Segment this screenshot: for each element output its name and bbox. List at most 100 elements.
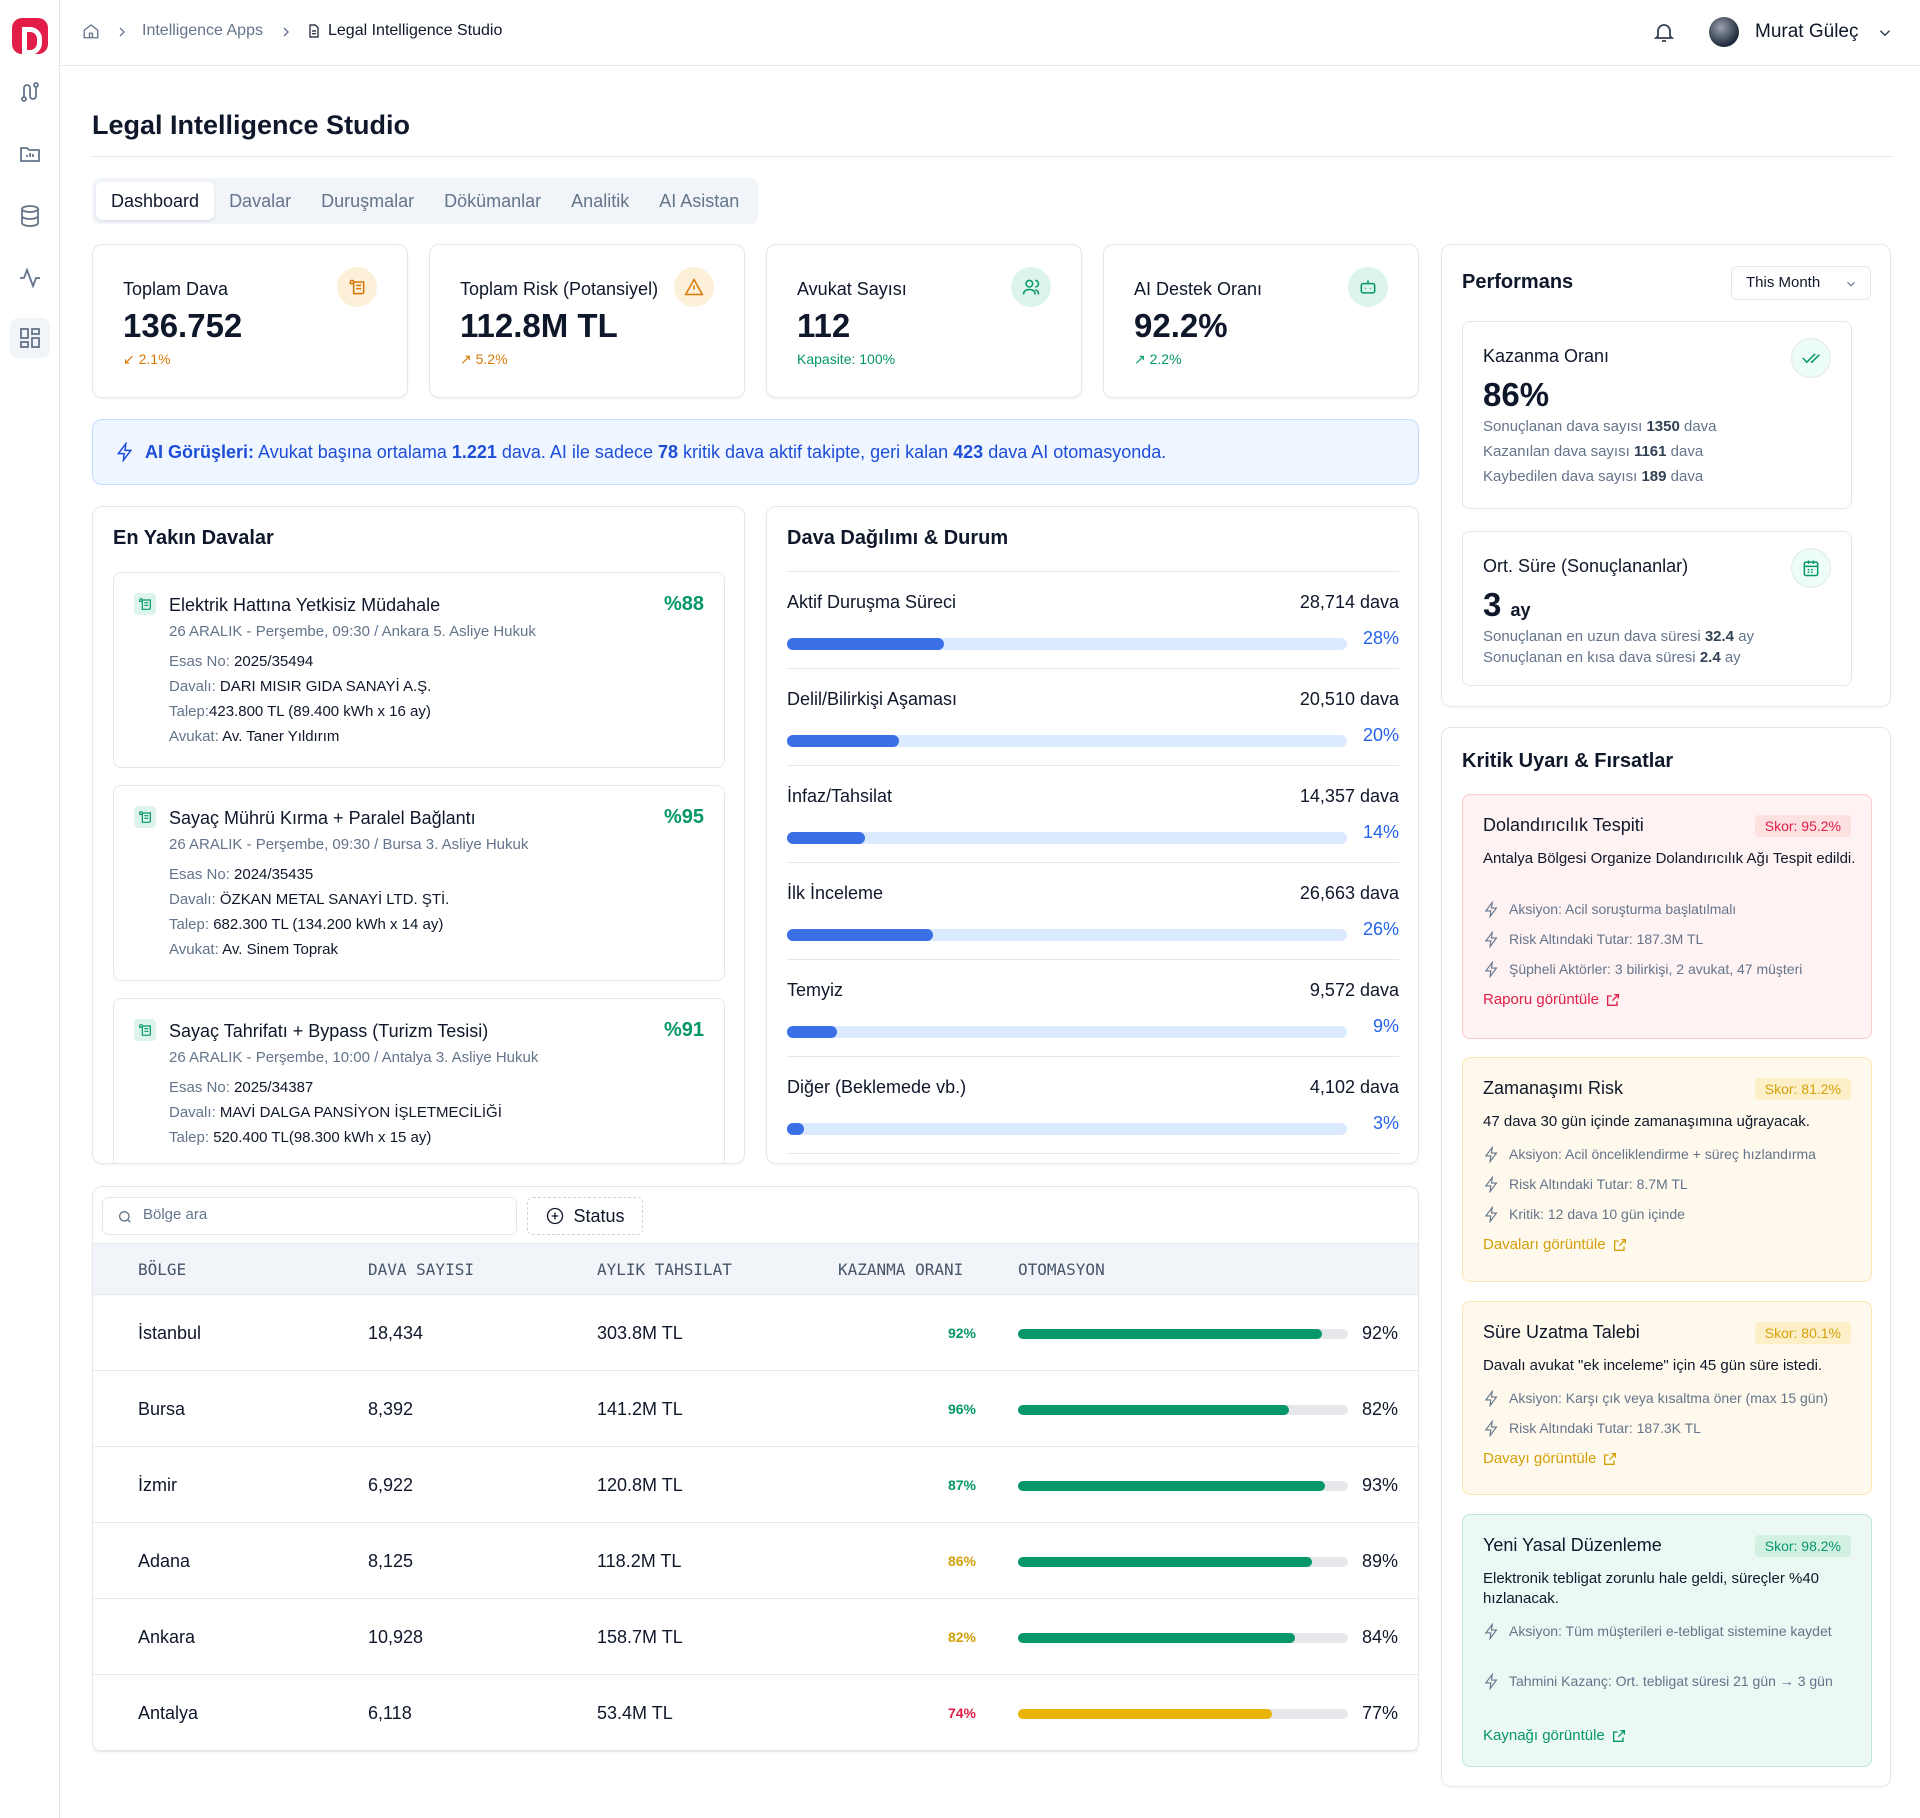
status-percent: 28%	[1362, 628, 1399, 648]
detail-text: dava	[1666, 468, 1704, 485]
automation-percent: 93%	[1361, 1475, 1398, 1495]
case-card[interactable]: Elektrik Hattına Yetkisiz Müdahale %88 2…	[113, 572, 725, 768]
link-label: Raporu görüntüle	[1483, 991, 1599, 1008]
automation-track	[1018, 1633, 1348, 1643]
tab-davalar[interactable]: Davalar	[229, 191, 292, 211]
tab-durusmalar[interactable]: Duruşmalar	[321, 191, 415, 211]
view-source-link[interactable]: Kaynağı görüntüle	[1483, 1727, 1627, 1744]
bell-icon[interactable]	[1652, 20, 1676, 49]
warning-icon	[674, 267, 714, 307]
field-value: 2024/35435	[234, 866, 314, 883]
column-header[interactable]: DAVA SAYISI	[368, 1260, 474, 1279]
lightning-icon	[1484, 961, 1498, 978]
detail-text: dava	[1666, 443, 1704, 460]
status-filter-button[interactable]: Status	[527, 1197, 643, 1235]
table-row[interactable]: İstanbul 18,434 303.8M TL 92% 92%	[93, 1295, 1418, 1371]
alert-detail-text: Risk Altındaki Tutar: 8.7M TL	[1509, 1176, 1688, 1192]
case-count-cell: 6,118	[368, 1703, 412, 1723]
avatar[interactable]	[1709, 17, 1739, 47]
database-icon[interactable]	[10, 196, 50, 236]
external-link-icon	[1613, 1238, 1626, 1251]
case-meta: 26 ARALIK - Perşembe, 09:30 / Ankara 5. …	[169, 623, 536, 640]
stat-change: ↗ 5.2%	[460, 351, 508, 367]
column-header[interactable]: AYLIK TAHSILAT	[597, 1260, 732, 1279]
dashboard-icon[interactable]	[10, 318, 50, 358]
period-select[interactable]: This Month	[1731, 266, 1871, 300]
table-row[interactable]: Ankara 10,928 158.7M TL 82% 84%	[93, 1599, 1418, 1675]
detail-number: 189	[1641, 468, 1667, 485]
view-case-link[interactable]: Davayı görüntüle	[1483, 1450, 1618, 1467]
status-percent: 14%	[1362, 822, 1399, 842]
table-row[interactable]: Adana 8,125 118.2M TL 86% 89%	[93, 1523, 1418, 1599]
distribution-panel: Dava Dağılımı & Durum Aktif Duruşma Süre…	[766, 506, 1419, 1164]
field-value: 2025/34387	[234, 1079, 314, 1096]
section-title: Dava Dağılımı & Durum	[787, 527, 1009, 549]
folder-icon[interactable]	[10, 134, 50, 174]
users-icon	[1011, 267, 1051, 307]
automation-percent: 77%	[1361, 1703, 1398, 1723]
distribution-row: Aktif Duruşma Süreci 28,714 dava 28%	[787, 572, 1399, 669]
detail-text: Sonuçlanan en uzun dava süresi	[1483, 628, 1705, 645]
case-card[interactable]: Sayaç Mührü Kırma + Paralel Bağlantı %95…	[113, 785, 725, 981]
status-count: 28,714 dava	[1299, 592, 1399, 612]
table-row[interactable]: İzmir 6,922 120.8M TL 87% 93%	[93, 1447, 1418, 1523]
progress-track	[787, 832, 1347, 844]
case-card[interactable]: Sayaç Tahrifatı + Bypass (Turizm Tesisi)…	[113, 998, 725, 1163]
progress-fill	[787, 1123, 804, 1135]
case-count-cell: 6,922	[368, 1475, 414, 1495]
region-search[interactable]	[102, 1197, 517, 1235]
status-percent: 3%	[1372, 1113, 1399, 1133]
detail-text: Sonuçlanan en kısa dava süresi	[1483, 649, 1700, 666]
field-label: Davalı:	[169, 891, 216, 908]
region-cell: Bursa	[138, 1399, 186, 1419]
stat-card-total-risk: Toplam Risk (Potansiyel) 112.8M TL ↗ 5.2…	[429, 244, 745, 398]
tab-dashboard[interactable]: Dashboard	[96, 182, 215, 220]
avg-duration-card: Ort. Süre (Sonuçlananlar) 3 ay Sonuçlana…	[1462, 531, 1852, 686]
table-row[interactable]: Antalya 6,118 53.4M TL 74% 77%	[93, 1675, 1418, 1751]
view-report-link[interactable]: Raporu görüntüle	[1483, 991, 1621, 1008]
alert-title: Süre Uzatma Talebi	[1483, 1322, 1640, 1342]
alert-detail-text: Aksiyon: Acil önceliklendirme + süreç hı…	[1509, 1146, 1816, 1162]
alert-title: Zamanaşımı Risk	[1483, 1078, 1624, 1098]
user-name[interactable]: Murat Güleç	[1755, 21, 1859, 42]
workflow-icon[interactable]	[10, 72, 50, 112]
search-input[interactable]	[143, 1206, 503, 1223]
alert-score: Skor: 80.1%	[1754, 1322, 1851, 1344]
tab-ai-asistan[interactable]: AI Asistan	[659, 191, 740, 211]
home-icon[interactable]	[82, 22, 100, 40]
alert-detail-text: Risk Altındaki Tutar: 187.3M TL	[1509, 931, 1704, 947]
win-rate-cell: 86%	[947, 1553, 976, 1569]
automation-fill	[1018, 1405, 1289, 1415]
breadcrumb-parent[interactable]: Intelligence Apps	[142, 22, 263, 40]
alert-description: 47 dava 30 gün içinde zamanaşımına uğray…	[1483, 1113, 1810, 1130]
column-header[interactable]: BÖLGE	[138, 1260, 187, 1279]
column-header[interactable]: KAZANMA ORANI	[838, 1260, 964, 1279]
case-field: Esas No: 2025/34387	[169, 1079, 313, 1096]
win-rate-cell: 96%	[947, 1401, 976, 1417]
alert-card: Süre Uzatma Talebi Skor: 80.1% Davalı av…	[1462, 1301, 1872, 1495]
chevron-down-icon[interactable]	[1876, 24, 1894, 47]
alert-detail-text: Tahmini Kazanç: Ort. tebligat süresi 21 …	[1509, 1673, 1833, 1689]
alert-detail: Aksiyon: Karşı çık veya kısaltma öner (m…	[1483, 1388, 1863, 1408]
tab-analitik[interactable]: Analitik	[571, 191, 630, 211]
case-field: Davalı: DARI MISIR GIDA SANAYİ A.Ş.	[169, 678, 431, 695]
table-row[interactable]: Bursa 8,392 141.2M TL 96% 82%	[93, 1371, 1418, 1447]
lightning-icon	[1484, 1206, 1498, 1223]
case-field: Esas No: 2024/35435	[169, 866, 313, 883]
progress-fill	[787, 929, 933, 941]
column-header[interactable]: OTOMASYON	[1018, 1260, 1105, 1279]
lightning-icon	[1484, 1623, 1498, 1640]
detail-text: ay	[1734, 628, 1755, 645]
tab-bar: Dashboard Davalar Duruşmalar Dökümanlar …	[92, 178, 759, 224]
app-logo[interactable]	[12, 18, 48, 55]
tab-dokumanlar[interactable]: Dökümanlar	[444, 191, 542, 211]
case-meta: 26 ARALIK - Perşembe, 09:30 / Bursa 3. A…	[169, 836, 529, 853]
status-name: İnfaz/Tahsilat	[787, 786, 893, 806]
activity-icon[interactable]	[10, 258, 50, 298]
distribution-row: İlk İnceleme 26,663 dava 26%	[787, 863, 1399, 960]
distribution-row: Delil/Bilirkişi Aşaması 20,510 dava 20%	[787, 669, 1399, 766]
link-label: Kaynağı görüntüle	[1483, 1727, 1605, 1744]
progress-track	[787, 929, 1347, 941]
detail-text: dava	[1679, 418, 1717, 435]
view-cases-link[interactable]: Davaları görüntüle	[1483, 1236, 1628, 1253]
